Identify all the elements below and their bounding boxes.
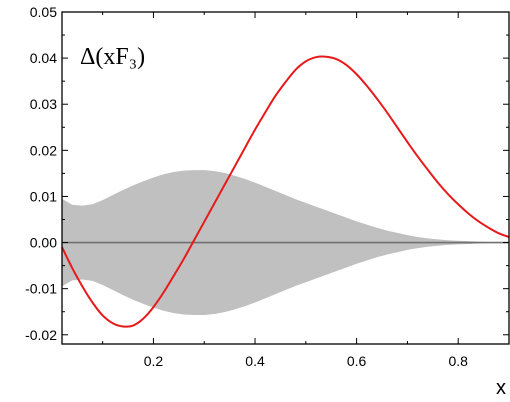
curve-layer: [61, 55, 510, 328]
y-tick-label: 0.01: [30, 188, 57, 204]
x-axis-title: x: [496, 377, 506, 399]
y-tick-label: 0.05: [30, 4, 57, 20]
y-tick-label: 0.03: [30, 96, 57, 112]
tick-labels-layer: -0.02 -0.01 0.00 0.01 0.02 0.03 0.04 0.05 0.2 0.4…: [25, 4, 468, 369]
x-tick-label: 0.2: [144, 353, 164, 369]
plot-frame: [61, 11, 510, 345]
y-tick-label: 0.02: [30, 142, 57, 158]
delta-xf3-curve: [61, 55, 510, 328]
x-tick-label: 0.8: [448, 353, 468, 369]
y-tick-label: 0.04: [30, 50, 57, 66]
y-tick-label: -0.02: [25, 327, 57, 343]
x-tick-label: 0.4: [245, 353, 265, 369]
y-tick-label: 0.00: [30, 235, 57, 251]
ticks-layer: [62, 11, 510, 344]
plot-title: Δ(xF₃): [80, 44, 145, 70]
y-tick-label: -0.01: [25, 281, 57, 297]
x-tick-label: 0.6: [347, 353, 367, 369]
